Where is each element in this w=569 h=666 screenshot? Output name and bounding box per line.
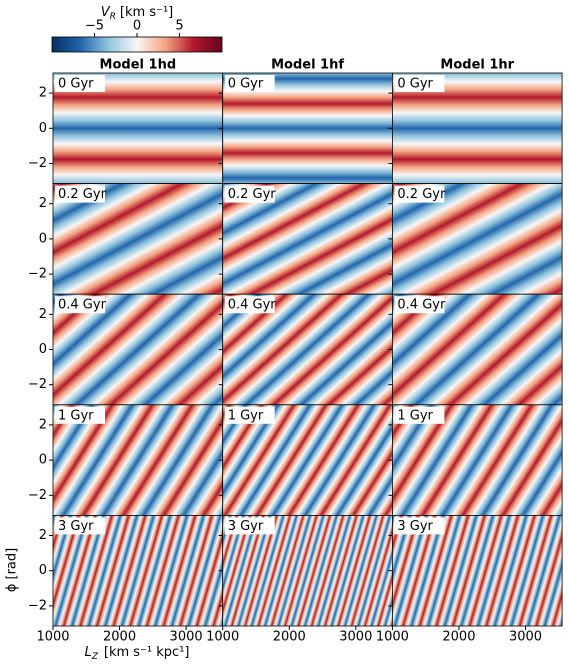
y-tick-label: 2 xyxy=(39,86,47,101)
panel-label: 0 Gyr xyxy=(58,77,94,92)
panel-label: 0.2 Gyr xyxy=(228,187,277,202)
panel-label-box xyxy=(55,296,105,314)
panel-label: 0.4 Gyr xyxy=(228,298,277,313)
y-tick-label: 0 xyxy=(39,563,47,578)
column-title: Model 1hr xyxy=(440,58,514,73)
colorbar-tick-label: 0 xyxy=(133,19,141,34)
x-tick-label: 3000 xyxy=(339,630,372,645)
x-tick-label: 2000 xyxy=(442,630,475,645)
y-tick-label: −2 xyxy=(28,377,47,392)
panel-label-box xyxy=(224,406,275,424)
panel-label: 0.4 Gyr xyxy=(397,298,446,313)
colorbar-tick-label: 5 xyxy=(175,19,183,34)
y-tick-label: 2 xyxy=(39,307,47,322)
colorbar xyxy=(51,36,223,53)
x-tick-label: 1000 xyxy=(206,630,239,645)
panel-label-box xyxy=(224,185,275,203)
panel-label: 1 Gyr xyxy=(228,408,264,423)
x-tick-label: 1000 xyxy=(36,630,69,645)
panel-label: 0.2 Gyr xyxy=(58,187,107,202)
x-tick-label: 1000 xyxy=(376,630,409,645)
y-tick-label: 0 xyxy=(39,121,47,136)
x-axis-label: LZ [km s⁻¹ kpc¹] xyxy=(84,645,189,662)
x-tick-label: 3000 xyxy=(509,630,542,645)
y-tick-label: 0 xyxy=(39,231,47,246)
column-title: Model 1hd xyxy=(100,58,177,73)
panel-label: 3 Gyr xyxy=(58,519,94,534)
panel-label-box xyxy=(55,75,105,92)
x-tick-label: 3000 xyxy=(170,630,203,645)
panel-label: 0 Gyr xyxy=(228,77,264,92)
colorbar-tick-label: −5 xyxy=(85,19,104,34)
panel-label: 0.2 Gyr xyxy=(397,187,446,202)
panel-label: 3 Gyr xyxy=(228,519,264,534)
y-tick-label: −2 xyxy=(28,267,47,282)
y-tick-label: 0 xyxy=(39,453,47,468)
panel-label-box xyxy=(224,296,275,314)
y-axis-label: ϕ [rad] xyxy=(5,548,20,592)
y-tick-label: 2 xyxy=(39,528,47,543)
colorbar-label: VR [km s⁻¹] xyxy=(101,5,174,22)
y-tick-label: −2 xyxy=(28,488,47,503)
panel-label: 1 Gyr xyxy=(397,408,433,423)
x-tick-label: 2000 xyxy=(273,630,306,645)
panel-label-box xyxy=(55,185,105,203)
panel-label: 0 Gyr xyxy=(397,77,433,92)
panel-label-box xyxy=(55,406,105,424)
y-tick-label: 2 xyxy=(39,417,47,432)
panel-label: 1 Gyr xyxy=(58,408,94,423)
panel-label-box xyxy=(55,517,105,535)
panel-label-box xyxy=(394,406,445,424)
panel-label-box xyxy=(224,517,275,535)
y-tick-label: 2 xyxy=(39,196,47,211)
y-tick-label: 0 xyxy=(39,342,47,357)
panel-label-box xyxy=(394,296,445,314)
panel-label-box xyxy=(394,517,445,535)
x-tick-label: 2000 xyxy=(103,630,136,645)
y-tick-label: −2 xyxy=(28,156,47,171)
panel-label-box xyxy=(394,75,445,92)
panel-label-box xyxy=(224,75,275,92)
panel-label-box xyxy=(394,185,445,203)
column-title: Model 1hf xyxy=(271,58,344,73)
y-tick-label: −2 xyxy=(28,598,47,613)
panel-label: 3 Gyr xyxy=(397,519,433,534)
panel-label: 0.4 Gyr xyxy=(58,298,107,313)
